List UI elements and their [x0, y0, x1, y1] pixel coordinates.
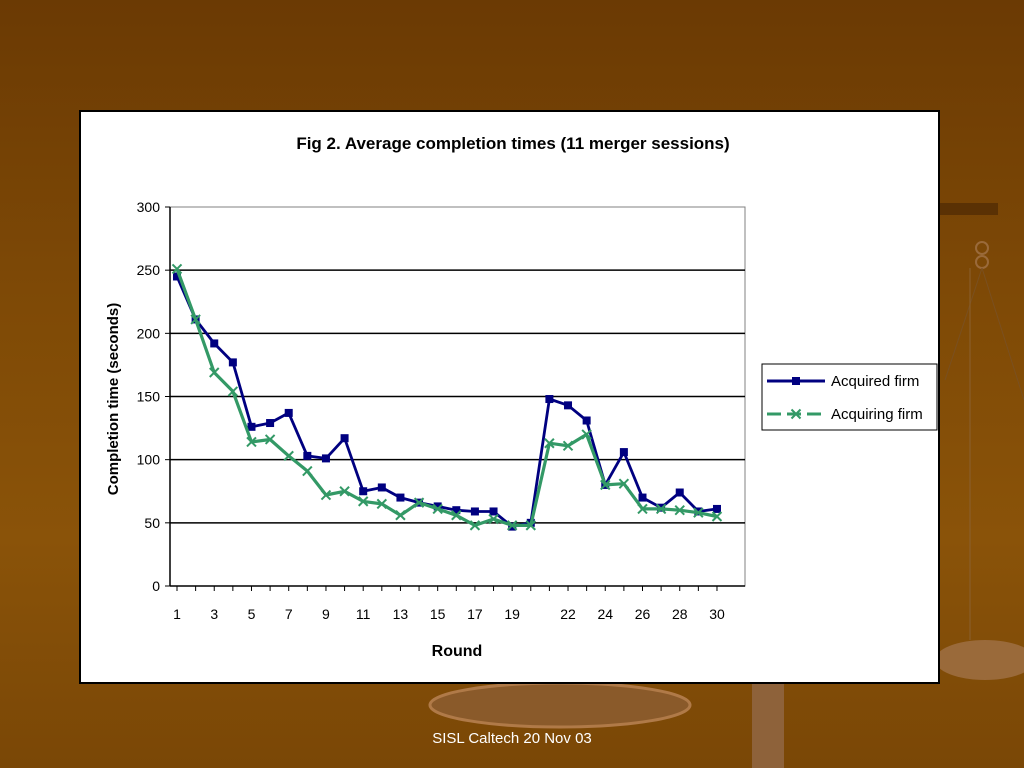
x-tick-label: 15	[430, 606, 446, 622]
y-tick-label: 250	[137, 262, 161, 278]
acquired-firm-point	[638, 493, 647, 502]
acquired-firm-point	[452, 506, 461, 515]
acquiring-firm-point	[339, 486, 350, 497]
x-tick-label: 13	[393, 606, 409, 622]
x-tick-label: 11	[356, 606, 371, 622]
acquiring-firm-point	[451, 510, 462, 521]
acquiring-firm-point	[581, 429, 592, 440]
y-tick-label: 100	[137, 452, 161, 468]
x-tick-label: 7	[285, 606, 293, 622]
acquiring-firm-point	[655, 503, 667, 515]
acquiring-firm-point	[376, 498, 388, 510]
acquiring-firm-point	[283, 450, 294, 462]
x-axis-label: Round	[432, 643, 483, 660]
x-tick-label: 1	[173, 606, 181, 622]
footer-text: SISL Caltech 20 Nov 03	[432, 730, 592, 747]
acquiring-firm-point	[674, 504, 685, 516]
acquired-firm-point	[173, 272, 181, 281]
acquiring-firm-point	[637, 503, 648, 515]
line-chart: Fig 2. Average completion times (11 merg…	[105, 134, 938, 660]
chart-title: Fig 2. Average completion times (11 merg…	[296, 134, 729, 153]
acquiring-firm-point	[469, 520, 481, 531]
acquired-firm-point	[396, 493, 405, 502]
acquired-firm-point	[228, 358, 237, 367]
acquired-firm-point	[675, 488, 684, 497]
acquired-firm-point	[619, 448, 628, 457]
acquiring-firm-point	[357, 496, 369, 507]
acquiring-firm-point	[618, 478, 630, 489]
acquired-firm-point	[489, 507, 498, 516]
y-tick-label: 200	[137, 325, 161, 341]
y-tick-label: 150	[137, 389, 161, 405]
y-tick-label: 50	[144, 515, 160, 531]
acquiring-firm-point	[246, 436, 257, 448]
gridlines	[169, 206, 746, 587]
acquiring-firm-point	[488, 513, 499, 525]
acquired-firm-point	[303, 451, 312, 460]
acquiring-firm-point	[264, 434, 276, 445]
acquiring-firm-point	[432, 503, 443, 515]
acquiring-firm-point	[209, 367, 220, 378]
acquired-firm-point	[340, 434, 349, 443]
acquiring-firm-point	[693, 507, 704, 518]
y-tick-label: 300	[137, 199, 161, 215]
y-axis-label: Completion time (seconds)	[105, 303, 122, 496]
acquiring-firm-point	[302, 465, 313, 477]
chart-panel: Fig 2. Average completion times (11 merg…	[79, 110, 940, 684]
acquiring-firm-point	[413, 497, 425, 508]
x-tick-label: 17	[467, 606, 483, 622]
acquiring-firm-point	[600, 479, 611, 491]
y-tick-label: 0	[152, 578, 160, 594]
acquired-firm-point	[545, 395, 554, 404]
legend-box	[761, 363, 938, 431]
acquiring-firm-point	[171, 263, 183, 275]
acquired-firm-point	[359, 487, 368, 496]
legend-label-acquiring-firm: Acquiring firm	[831, 406, 923, 423]
data-series	[171, 263, 723, 531]
acquiring-firm-point	[506, 520, 518, 531]
x-tick-label: 26	[635, 606, 651, 622]
acquired-firm-point	[377, 483, 386, 492]
acquiring-firm-point	[544, 438, 555, 449]
acquiring-firm-point	[525, 520, 536, 531]
acquiring-firm-point	[320, 489, 332, 501]
legend-label-acquired-firm: Acquired firm	[831, 373, 919, 390]
acquired-firm-point	[433, 502, 442, 511]
x-tick-label: 5	[248, 606, 256, 622]
acquiring-firm-point	[562, 440, 574, 451]
acquired-firm-point	[247, 422, 256, 431]
x-tick-label: 30	[709, 606, 725, 622]
acquired-firm-point	[470, 507, 479, 516]
x-tick-label: 3	[210, 606, 218, 622]
x-tick-label: 9	[322, 606, 330, 622]
acquiring-firm-point	[190, 314, 201, 325]
x-tick-label: 28	[672, 606, 688, 622]
acquired-firm-point	[582, 416, 591, 425]
legend-marker-acquiring-firm	[790, 408, 802, 420]
legend: Acquired firm Acquiring firm	[761, 363, 938, 431]
x-tick-label: 24	[597, 606, 613, 622]
acquiring-firm-point	[395, 510, 406, 521]
acquired-firm-point	[564, 401, 573, 410]
acquired-firm-point	[210, 339, 219, 348]
acquired-firm-point	[284, 408, 293, 417]
acquiring-firm-point	[227, 386, 239, 397]
acquired-firm-point	[266, 419, 275, 428]
acquired-firm-line	[175, 275, 718, 529]
acquiring-firm-point	[711, 511, 723, 522]
x-tick-label: 19	[504, 606, 520, 622]
acquired-firm-point	[712, 504, 721, 513]
legend-marker-acquired-firm	[792, 377, 800, 385]
acquired-firm-point	[321, 454, 330, 463]
x-tick-label: 22	[560, 606, 576, 622]
